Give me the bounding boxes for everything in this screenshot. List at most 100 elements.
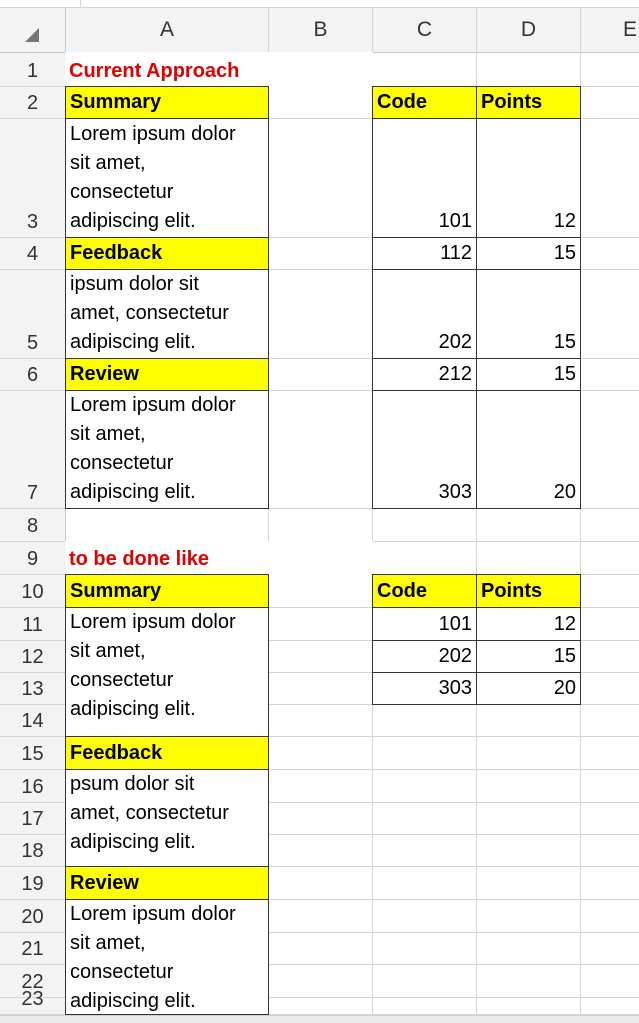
- points-cell[interactable]: 15: [476, 269, 581, 359]
- grid-cell[interactable]: [477, 770, 581, 803]
- row-header-15[interactable]: 15: [0, 737, 66, 770]
- section-label[interactable]: Review: [65, 358, 269, 391]
- row-header-16[interactable]: 16: [0, 770, 66, 803]
- table-header-points[interactable]: Points: [476, 86, 581, 119]
- row-header-2[interactable]: 2: [0, 87, 66, 119]
- points-cell[interactable]: 12: [476, 118, 581, 238]
- grid-cell[interactable]: [581, 608, 639, 641]
- grid-cell[interactable]: [269, 391, 373, 509]
- grid-cell[interactable]: [477, 705, 581, 737]
- row-header-10[interactable]: 10: [0, 575, 66, 608]
- grid-cell[interactable]: [581, 770, 639, 803]
- select-all-button[interactable]: [0, 8, 66, 53]
- grid-cell[interactable]: [581, 542, 639, 575]
- section-text[interactable]: ipsum dolor sit amet, consectetur adipis…: [65, 269, 269, 359]
- grid-cell[interactable]: [581, 933, 639, 965]
- grid-cell[interactable]: [477, 53, 581, 87]
- grid-cell[interactable]: [373, 542, 477, 575]
- code-cell[interactable]: 212: [372, 358, 477, 391]
- grid-cell[interactable]: [373, 965, 477, 998]
- table-header-code[interactable]: Code: [372, 86, 477, 119]
- grid-cell[interactable]: [373, 835, 477, 867]
- grid-cell[interactable]: [269, 998, 373, 1015]
- grid-cell[interactable]: [373, 867, 477, 900]
- row-header-20[interactable]: 20: [0, 900, 66, 933]
- grid-cell[interactable]: [581, 673, 639, 705]
- column-header-a[interactable]: A: [66, 8, 269, 53]
- grid-cell[interactable]: [581, 803, 639, 835]
- row-header-19[interactable]: 19: [0, 867, 66, 900]
- table-header-points[interactable]: Points: [476, 574, 581, 608]
- grid-cell[interactable]: [269, 238, 373, 270]
- grid-cell[interactable]: [269, 803, 373, 835]
- grid-cell[interactable]: [477, 509, 581, 542]
- section-title[interactable]: to be done like: [65, 541, 373, 575]
- row-header-13[interactable]: 13: [0, 673, 66, 705]
- column-header-e[interactable]: E: [581, 8, 639, 53]
- grid-cell[interactable]: [269, 509, 373, 542]
- code-cell[interactable]: 101: [372, 118, 477, 238]
- grid-cell[interactable]: [477, 737, 581, 770]
- grid-cell[interactable]: [581, 575, 639, 608]
- grid-cell[interactable]: [269, 575, 373, 608]
- section-text[interactable]: Lorem ipsum dolor sit amet, consectetur …: [65, 390, 269, 509]
- grid-cell[interactable]: [269, 867, 373, 900]
- grid-cell[interactable]: [581, 359, 639, 391]
- grid-cell[interactable]: [581, 835, 639, 867]
- points-cell[interactable]: 20: [476, 672, 581, 705]
- grid-cell[interactable]: [373, 770, 477, 803]
- row-header-14[interactable]: 14: [0, 705, 66, 737]
- grid-cell[interactable]: [581, 737, 639, 770]
- grid-cell[interactable]: [269, 737, 373, 770]
- section-label[interactable]: Summary: [65, 574, 269, 608]
- code-cell[interactable]: 303: [372, 390, 477, 509]
- grid-cell[interactable]: [477, 542, 581, 575]
- grid-cell[interactable]: [581, 641, 639, 673]
- grid-cell[interactable]: [581, 705, 639, 737]
- grid-cell[interactable]: [269, 900, 373, 933]
- row-header-6[interactable]: 6: [0, 359, 66, 391]
- grid-cell[interactable]: [269, 933, 373, 965]
- grid-cell[interactable]: [373, 933, 477, 965]
- grid-cell[interactable]: [581, 119, 639, 238]
- grid-cell[interactable]: [373, 998, 477, 1015]
- grid-cell[interactable]: [477, 998, 581, 1015]
- code-cell[interactable]: 112: [372, 237, 477, 270]
- points-cell[interactable]: 15: [476, 640, 581, 673]
- section-title[interactable]: Current Approach: [65, 52, 373, 87]
- points-cell[interactable]: 20: [476, 390, 581, 509]
- row-header-7[interactable]: 7: [0, 391, 66, 509]
- section-label[interactable]: Feedback: [65, 736, 269, 770]
- grid-cell[interactable]: [269, 673, 373, 705]
- grid-cell[interactable]: [581, 509, 639, 542]
- grid-cell[interactable]: [269, 608, 373, 641]
- code-cell[interactable]: 101: [372, 607, 477, 641]
- grid-cell[interactable]: [477, 933, 581, 965]
- row-header-5[interactable]: 5: [0, 270, 66, 359]
- grid-cell[interactable]: [269, 770, 373, 803]
- grid-cell[interactable]: [66, 509, 269, 542]
- row-header-17[interactable]: 17: [0, 803, 66, 835]
- grid-cell[interactable]: [269, 705, 373, 737]
- section-text[interactable]: Lorem ipsum dolor sit amet, consectetur …: [65, 118, 269, 238]
- grid-cell[interactable]: [581, 87, 639, 119]
- row-header-21[interactable]: 21: [0, 933, 66, 965]
- section-label[interactable]: Review: [65, 866, 269, 900]
- grid-cell[interactable]: [373, 803, 477, 835]
- row-header-11[interactable]: 11: [0, 608, 66, 641]
- section-text[interactable]: Lorem ipsum dolor sit amet, consectetur …: [65, 607, 269, 737]
- row-header-12[interactable]: 12: [0, 641, 66, 673]
- grid-cell[interactable]: [373, 53, 477, 87]
- section-label[interactable]: Summary: [65, 86, 269, 119]
- row-header-23[interactable]: 23: [0, 988, 66, 1015]
- row-header-3[interactable]: 3: [0, 119, 66, 238]
- column-header-b[interactable]: B: [269, 8, 373, 53]
- grid-cell[interactable]: [269, 835, 373, 867]
- grid-cell[interactable]: [581, 867, 639, 900]
- grid-cell[interactable]: [581, 53, 639, 87]
- section-text[interactable]: Lorem ipsum dolor sit amet, consectetur …: [65, 899, 269, 1015]
- grid-cell[interactable]: [373, 900, 477, 933]
- grid-cell[interactable]: [477, 965, 581, 998]
- code-cell[interactable]: 202: [372, 269, 477, 359]
- row-header-22[interactable]: 22: [0, 965, 66, 998]
